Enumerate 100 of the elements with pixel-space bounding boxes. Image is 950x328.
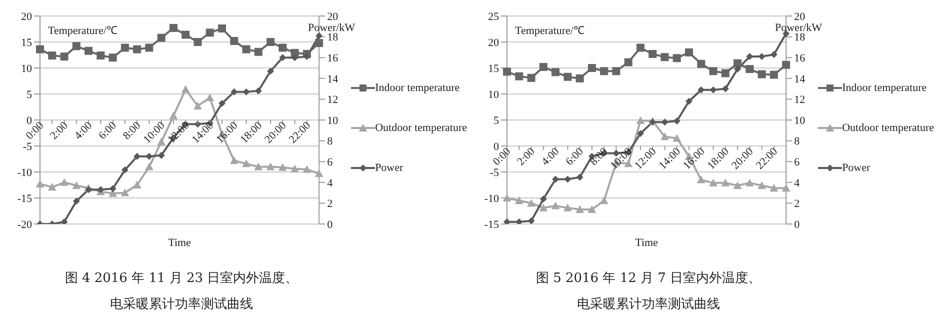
point <box>516 218 523 224</box>
caption: 图 4 2016 年 11 月 23 日室内外温度、 <box>64 270 300 288</box>
point <box>242 45 250 54</box>
point <box>169 24 178 32</box>
point <box>146 152 153 160</box>
point <box>660 53 669 62</box>
y2-tick-label: 0 <box>327 218 334 231</box>
point <box>721 178 730 186</box>
x-tick-label: 2:00 <box>515 145 538 168</box>
y-tick-label: 25 <box>488 10 500 23</box>
point <box>514 196 524 204</box>
point <box>502 194 512 202</box>
point <box>733 181 742 190</box>
point <box>182 30 190 39</box>
point <box>267 68 274 75</box>
point <box>206 28 214 37</box>
point <box>181 85 190 93</box>
point <box>746 53 754 60</box>
point <box>218 100 226 107</box>
point <box>121 166 128 174</box>
y2-axis-title: Power/kW <box>775 22 822 34</box>
point <box>169 112 178 120</box>
y-tick-label: -15 <box>17 192 32 205</box>
point <box>72 198 80 205</box>
point <box>291 54 298 62</box>
point <box>503 68 511 76</box>
point <box>109 185 116 192</box>
point <box>60 52 68 61</box>
x-tick-label: 6:00 <box>564 145 586 168</box>
point <box>636 44 644 52</box>
point <box>60 218 68 224</box>
point <box>120 44 129 52</box>
point <box>540 196 547 203</box>
y-tick-label: 0 <box>494 140 500 153</box>
y-axis-title: Temperature/℃ <box>515 24 584 37</box>
y-tick-label: 20 <box>21 10 32 23</box>
y2-tick-label: 2 <box>794 198 800 210</box>
x-axis-title: Time <box>168 237 192 249</box>
point <box>60 178 68 186</box>
y2-tick-label: 10 <box>794 114 806 127</box>
point <box>770 184 778 192</box>
y2-tick-label: 6 <box>327 156 334 169</box>
point <box>721 69 730 78</box>
point <box>636 130 644 138</box>
point <box>624 58 632 66</box>
point <box>588 64 596 72</box>
point <box>279 54 286 62</box>
y2-tick-label: 8 <box>327 136 334 148</box>
point <box>72 42 80 50</box>
y-tick-label: 0 <box>26 114 32 127</box>
point <box>266 38 275 46</box>
legend-label: Outdoor temperature <box>375 122 467 134</box>
y2-tick-label: 12 <box>794 94 806 106</box>
point <box>539 204 548 212</box>
point <box>302 165 312 173</box>
point <box>551 202 560 210</box>
y2-axis-title: Power/kW <box>308 22 356 34</box>
point <box>194 38 202 46</box>
y-tick-label: -15 <box>484 218 500 231</box>
y-tick-label: -10 <box>17 166 32 179</box>
y-tick-label: 5 <box>494 114 500 127</box>
point <box>685 98 692 105</box>
x-tick-label: 2:00 <box>48 119 71 142</box>
y-tick-label: -20 <box>17 218 32 231</box>
point <box>254 87 262 94</box>
point <box>612 67 620 76</box>
point <box>96 52 105 60</box>
point <box>564 72 572 81</box>
point <box>84 46 93 55</box>
y2-tick-label: 6 <box>794 156 800 169</box>
y-tick-label: -5 <box>490 166 500 179</box>
point <box>303 53 310 60</box>
y-tick-label: 20 <box>488 36 500 49</box>
point <box>36 45 44 54</box>
point <box>722 85 729 92</box>
legend-label: Indoor temperature <box>375 82 460 94</box>
y-tick-label: -10 <box>484 192 500 205</box>
point <box>709 67 718 76</box>
y-tick-label: 10 <box>21 62 32 75</box>
y2-tick-label: 16 <box>794 52 806 65</box>
point <box>588 205 596 213</box>
point <box>527 199 536 207</box>
point <box>108 54 117 62</box>
y2-tick-label: 16 <box>327 52 339 65</box>
point <box>600 196 608 204</box>
y2-tick-label: 14 <box>327 73 339 86</box>
point <box>504 218 510 224</box>
y-tick-label: 5 <box>26 88 32 101</box>
y2-tick-label: 14 <box>794 73 806 86</box>
y2-tick-label: 4 <box>794 177 800 190</box>
y-tick-label: 15 <box>21 36 32 49</box>
point <box>315 39 324 48</box>
x-tick-label: 8:00 <box>588 145 611 168</box>
y-tick-label: -5 <box>22 140 32 153</box>
legend-label: Power <box>842 162 870 174</box>
text: 电采暖累计功率测试曲线 <box>109 296 254 314</box>
text: 电采暖累计功率测试曲线 <box>576 296 721 314</box>
point <box>563 204 572 212</box>
point <box>48 52 56 60</box>
point <box>85 186 92 194</box>
